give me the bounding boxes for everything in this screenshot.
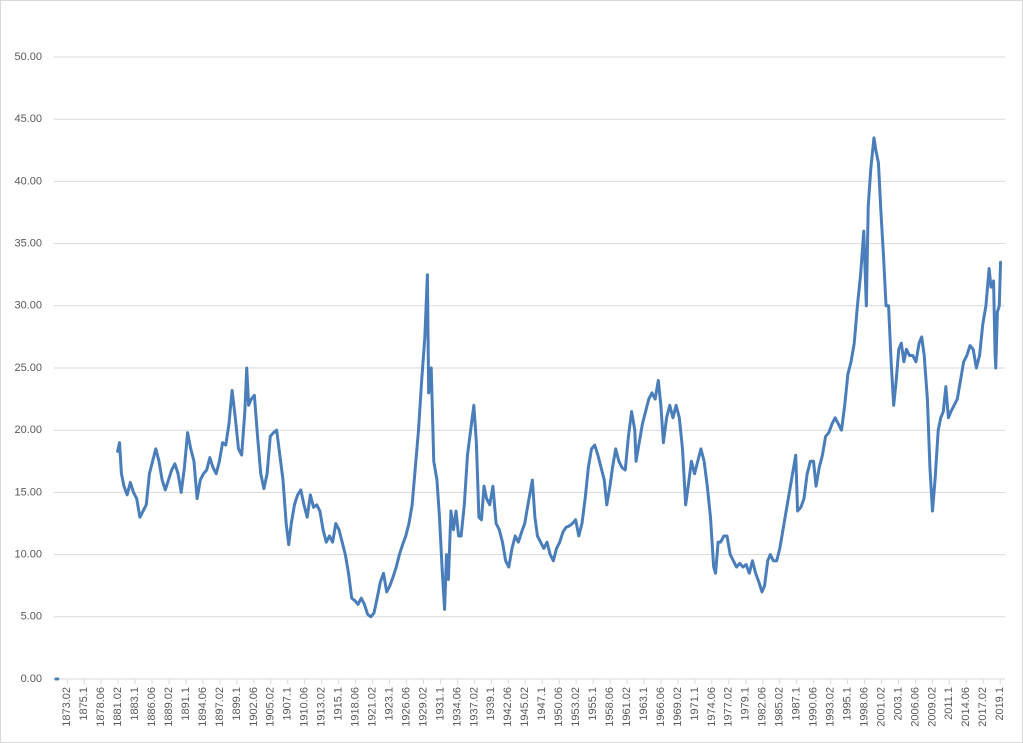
y-tick-label: 15.00 (14, 486, 42, 498)
x-tick-label: 1979.1 (740, 687, 752, 721)
x-tick-label: 1947.1 (536, 687, 548, 721)
x-tick-label: 1881.02 (112, 687, 124, 727)
x-tick-label: 1971.1 (689, 687, 701, 721)
x-tick-label: 2001.02 (875, 687, 887, 727)
x-tick-label: 1878.06 (95, 687, 107, 727)
x-tick-label: 2017.02 (977, 687, 989, 727)
y-tick-label: 5.00 (21, 611, 42, 623)
x-tick-label: 1891.1 (180, 687, 192, 721)
x-tick-label: 1921.02 (366, 687, 378, 727)
y-tick-label: 25.00 (14, 362, 42, 374)
x-tick-label: 1897.02 (214, 687, 226, 727)
y-tick-label: 50.00 (14, 51, 42, 63)
y-tick-label: 30.00 (14, 300, 42, 312)
x-tick-label: 1873.02 (61, 687, 73, 727)
x-tick-label: 1942.06 (502, 687, 514, 727)
x-tick-label: 1926.06 (400, 687, 412, 727)
x-tick-label: 1963.1 (638, 687, 650, 721)
x-tick-label: 1945.02 (519, 687, 531, 727)
x-tick-label: 1931.1 (434, 687, 446, 721)
x-tick-label: 1934.06 (451, 687, 463, 727)
x-tick-label: 1886.06 (146, 687, 158, 727)
x-tick-label: 2009.02 (926, 687, 938, 727)
y-tick-label: 20.00 (14, 424, 42, 436)
x-tick-label: 1993.02 (825, 687, 837, 727)
x-tick-label: 1923.1 (383, 687, 395, 721)
x-tick-label: 1961.02 (621, 687, 633, 727)
x-tick-label: 1905.02 (265, 687, 277, 727)
x-tick-label: 1939.1 (485, 687, 497, 721)
x-tick-label: 1929.02 (417, 687, 429, 727)
x-tick-label: 1969.02 (672, 687, 684, 727)
x-tick-label: 1937.02 (468, 687, 480, 727)
x-tick-label: 1902.06 (248, 687, 260, 727)
x-tick-label: 1982.06 (757, 687, 769, 727)
x-tick-label: 1913.02 (316, 687, 328, 727)
x-tick-label: 1958.06 (604, 687, 616, 727)
x-tick-label: 1966.06 (655, 687, 667, 727)
x-tick-label: 1990.06 (808, 687, 820, 727)
x-tick-label: 1894.06 (197, 687, 209, 727)
x-tick-label: 1987.1 (791, 687, 803, 721)
x-tick-label: 1985.02 (774, 687, 786, 727)
y-tick-label: 45.00 (14, 113, 42, 125)
x-tick-label: 2003.1 (892, 687, 904, 721)
x-tick-label: 2011.1 (943, 687, 955, 720)
x-tick-label: 1875.1 (78, 687, 90, 721)
x-tick-label: 1977.02 (723, 687, 735, 727)
x-tick-label: 1899.1 (231, 687, 243, 721)
data-line (54, 136, 1003, 681)
y-tick-label: 35.00 (14, 238, 42, 250)
x-tick-label: 1889.02 (163, 687, 175, 727)
x-tick-label: 1953.02 (570, 687, 582, 727)
x-tick-label: 1883.1 (129, 687, 141, 721)
x-tick-label: 1974.06 (706, 687, 718, 727)
x-tick-label: 1910.06 (299, 687, 311, 727)
x-tick-label: 1955.1 (587, 687, 599, 721)
x-tick-label: 2014.06 (960, 687, 972, 727)
y-tick-label: 10.00 (14, 549, 42, 561)
x-tick-label: 1998.06 (858, 687, 870, 727)
x-tick-label: 1918.06 (350, 687, 362, 727)
x-tick-label: 1907.1 (282, 687, 294, 721)
x-tick-label: 1915.1 (333, 687, 345, 721)
x-tick-label: 1995.1 (841, 687, 853, 721)
x-tick-label: 1950.06 (553, 687, 565, 727)
y-tick-label: 0.00 (21, 673, 42, 685)
y-tick-label: 40.00 (14, 175, 42, 187)
x-tick-label: 2019.1 (994, 687, 1006, 721)
x-tick-label: 2006.06 (909, 687, 921, 727)
